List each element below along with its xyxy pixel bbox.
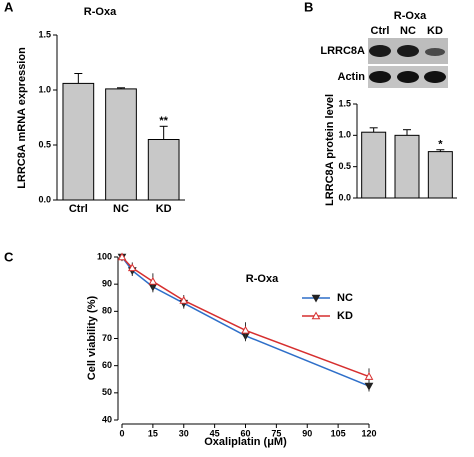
y-tick-label: 1.5 [338, 98, 351, 108]
series-line [121, 256, 370, 378]
y-tick-label: 90 [102, 279, 112, 289]
x-tick-label: 120 [361, 428, 376, 438]
y-tick-label: 40 [102, 414, 112, 424]
x-tick-label: 75 [271, 428, 281, 438]
y-tick-label: 1.5 [38, 29, 51, 39]
bar [62, 82, 95, 201]
x-tick-label: 90 [302, 428, 312, 438]
significance-label: * [438, 139, 443, 151]
marker [148, 276, 158, 285]
bar [147, 139, 180, 201]
legend-marker [311, 294, 321, 303]
legend-label: KD [337, 310, 353, 322]
x-tick-label: 15 [148, 428, 158, 438]
x-tick-label: Ctrl [69, 203, 88, 215]
x-tick-label: 30 [179, 428, 189, 438]
lane-label: Ctrl [371, 25, 390, 37]
y-tick-label: 1.0 [338, 130, 351, 140]
blot-row-label: Actin [338, 71, 366, 83]
marker [127, 263, 137, 272]
x-tick-label: KD [156, 203, 172, 215]
y-tick-label: 50 [102, 387, 112, 397]
x-tick-label: NC [113, 203, 129, 215]
panel-label: B [304, 0, 313, 14]
bar [361, 131, 387, 199]
legend-marker [311, 311, 321, 320]
chart-title: R-Oxa [394, 10, 427, 22]
y-axis-label: LRRC8A mRNA expression [16, 47, 28, 189]
blot-row-label: LRRC8A [320, 45, 365, 57]
legend-label: NC [337, 292, 353, 304]
y-axis-label: LRRC8A protein level [324, 94, 336, 206]
x-axis-label: Oxaliplatin (μM) [204, 436, 287, 448]
lane-label: NC [400, 25, 416, 37]
y-tick-label: 70 [102, 333, 112, 343]
panel-label: C [4, 249, 14, 264]
bar [394, 134, 420, 199]
marker [364, 372, 374, 380]
y-tick-label: 0.5 [338, 161, 351, 171]
blot-image [368, 38, 448, 88]
y-tick-label: 1.0 [38, 84, 51, 94]
chart-title: R-Oxa [84, 6, 117, 18]
panel-label: A [4, 0, 14, 14]
lane-label: KD [427, 25, 443, 37]
y-tick-label: 60 [102, 360, 112, 370]
bar [427, 151, 453, 199]
x-tick-label: 45 [210, 428, 220, 438]
y-tick-label: 0.0 [38, 194, 51, 204]
y-tick-label: 100 [97, 251, 112, 261]
marker [241, 325, 250, 334]
significance-label: ** [159, 115, 168, 127]
y-axis-label: Cell viability (%) [86, 295, 98, 380]
y-tick-label: 80 [102, 306, 112, 316]
y-tick-label: 0.5 [38, 139, 51, 149]
x-tick-label: 105 [331, 428, 346, 438]
x-tick-label: 60 [240, 428, 250, 438]
x-tick-label: 0 [119, 428, 124, 438]
marker [117, 252, 127, 261]
bar [105, 88, 137, 201]
chart-title: R-Oxa [246, 273, 279, 285]
y-tick-label: 0.0 [338, 192, 351, 202]
marker [179, 295, 189, 304]
